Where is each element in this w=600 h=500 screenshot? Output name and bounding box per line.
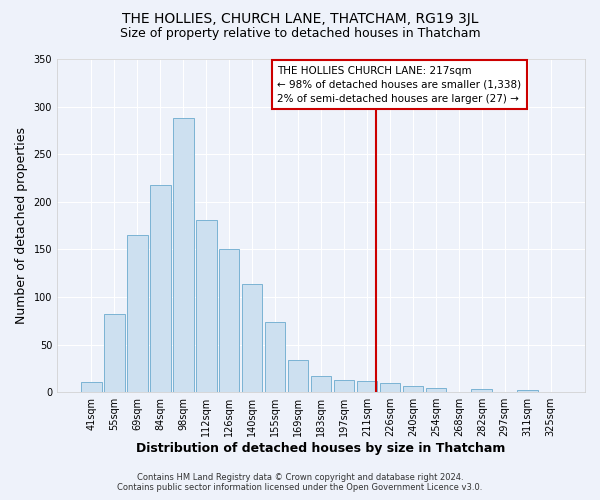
Bar [173,118,194,392]
Bar [242,284,262,392]
X-axis label: Distribution of detached houses by size in Thatcham: Distribution of detached houses by size … [136,442,506,455]
Bar [127,235,148,392]
Bar [380,382,400,392]
Bar [104,314,125,392]
Bar [311,376,331,392]
Bar [288,360,308,392]
Bar [356,381,377,392]
Bar [81,382,102,392]
Bar [403,386,423,392]
Bar [219,250,239,392]
Bar [265,322,286,392]
Text: THE HOLLIES, CHURCH LANE, THATCHAM, RG19 3JL: THE HOLLIES, CHURCH LANE, THATCHAM, RG19… [122,12,478,26]
Text: Contains HM Land Registry data © Crown copyright and database right 2024.
Contai: Contains HM Land Registry data © Crown c… [118,473,482,492]
Y-axis label: Number of detached properties: Number of detached properties [15,127,28,324]
Bar [472,390,492,392]
Bar [150,184,170,392]
Bar [334,380,355,392]
Text: THE HOLLIES CHURCH LANE: 217sqm
← 98% of detached houses are smaller (1,338)
2% : THE HOLLIES CHURCH LANE: 217sqm ← 98% of… [277,66,521,104]
Bar [517,390,538,392]
Bar [425,388,446,392]
Text: Size of property relative to detached houses in Thatcham: Size of property relative to detached ho… [119,28,481,40]
Bar [196,220,217,392]
